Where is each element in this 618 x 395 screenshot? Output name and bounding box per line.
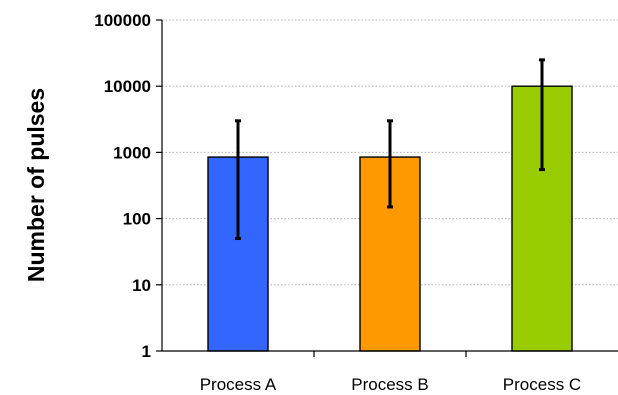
x-label-process-b: Process B bbox=[351, 375, 428, 394]
x-label-process-a: Process A bbox=[200, 375, 277, 394]
y-tick-labels: 1 10 100 1000 10000 100000 bbox=[94, 11, 151, 361]
y-tick-label-1: 1 bbox=[142, 342, 151, 361]
y-tick-label-10000: 10000 bbox=[104, 77, 151, 96]
bar-process-a bbox=[207, 156, 269, 352]
x-category-labels: Process A Process B Process C bbox=[200, 375, 581, 394]
x-label-process-c: Process C bbox=[503, 375, 581, 394]
y-tick-label-1000: 1000 bbox=[113, 143, 151, 162]
bars bbox=[207, 58, 573, 352]
y-tick-label-10: 10 bbox=[132, 276, 151, 295]
y-tick-label-100: 100 bbox=[123, 210, 151, 229]
y-tick-label-100000: 100000 bbox=[94, 11, 151, 30]
y-axis-title: Number of pulses bbox=[23, 88, 49, 282]
axes bbox=[156, 19, 618, 357]
